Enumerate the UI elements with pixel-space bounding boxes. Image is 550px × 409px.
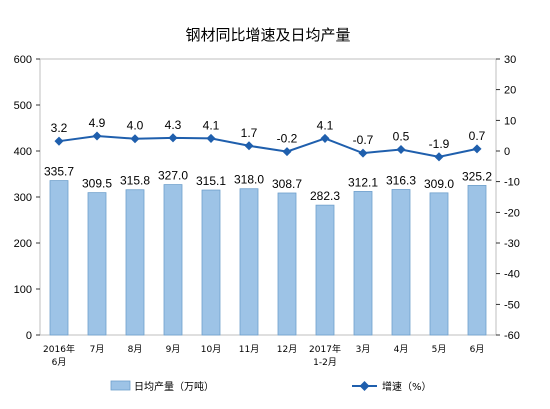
line-point xyxy=(396,144,406,154)
left-axis-tick-label: 100 xyxy=(14,284,32,296)
bar xyxy=(429,192,449,336)
line-data-label: 1.7 xyxy=(241,126,258,140)
x-axis-category-label: 11月 xyxy=(239,344,259,355)
line-point xyxy=(130,134,140,144)
bar-series xyxy=(49,180,487,336)
bar-data-label: 316.3 xyxy=(386,174,416,188)
right-axis-tick-label: 20 xyxy=(504,85,516,97)
bar-labels: 335.7 309.5 315.8 327.0 315.1 318.0 308.7 282.3… xyxy=(44,165,492,204)
line-point xyxy=(434,152,444,162)
right-axis: 30 20 10 0 -10 -20 -30 -40 -50 -60 xyxy=(496,54,520,342)
bar xyxy=(49,180,69,336)
right-axis-tick-label: -30 xyxy=(504,238,520,250)
line-point xyxy=(282,147,292,157)
bar xyxy=(315,204,335,336)
line-data-label: -0.2 xyxy=(277,132,298,146)
right-axis-tick-label: -60 xyxy=(504,330,520,342)
bar-data-label: 325.2 xyxy=(462,169,492,183)
line-data-label: -1.9 xyxy=(429,137,450,151)
line-data-label: 0.5 xyxy=(393,129,410,143)
bar-data-label: 282.3 xyxy=(310,189,340,203)
legend-swatch-bar xyxy=(110,380,131,391)
bar-data-label: 315.1 xyxy=(196,174,226,188)
right-axis-tick-label: -10 xyxy=(504,177,520,189)
x-axis-category-label: 3月 xyxy=(356,344,371,355)
bar xyxy=(163,184,183,336)
bar-data-label: 318.0 xyxy=(234,173,264,187)
x-axis-category-label: 1-2月 xyxy=(313,357,337,368)
right-axis-tick-label: 10 xyxy=(504,115,516,127)
line-data-label: 4.1 xyxy=(317,118,334,132)
line-data-label: 3.2 xyxy=(51,121,68,135)
bar-data-label: 335.7 xyxy=(44,165,74,179)
bar-data-label: 315.8 xyxy=(120,174,150,188)
x-axis: 2016年 6月 7月 8月 9月 10月 11月 12月 2017年 1-2月 3月 4月 5月 6月 xyxy=(43,343,484,368)
bar xyxy=(467,185,487,336)
line-data-label: -0.7 xyxy=(353,133,374,147)
bar-data-label: 312.1 xyxy=(348,175,378,189)
line-point xyxy=(168,133,178,143)
right-axis-tick-label: -20 xyxy=(504,207,520,219)
x-axis-category-label: 6月 xyxy=(52,357,67,368)
legend-label-line: 增速（%） xyxy=(382,380,432,393)
x-axis-category-label: 7月 xyxy=(90,344,105,355)
line-series xyxy=(54,131,482,162)
x-axis-category-label: 2017年 xyxy=(309,343,341,355)
bar xyxy=(353,191,373,336)
legend-swatch-marker xyxy=(359,381,370,391)
x-axis-category-label: 9月 xyxy=(166,344,181,355)
bar xyxy=(201,189,221,336)
right-axis-tick-label: -40 xyxy=(504,269,520,281)
line-data-label: 4.1 xyxy=(203,118,220,132)
bar xyxy=(87,192,107,336)
left-axis-tick-label: 400 xyxy=(14,146,32,158)
line-path xyxy=(58,134,478,158)
legend-label-bar: 日均产量（万吨） xyxy=(134,380,214,393)
left-axis-tick-label: 600 xyxy=(14,54,32,66)
x-axis-category-label: 10月 xyxy=(201,344,221,355)
x-axis-category-label: 12月 xyxy=(277,344,297,355)
chart-title: 钢材同比增速及日均产量 xyxy=(185,26,350,44)
line-point xyxy=(358,148,368,158)
x-axis-category-label: 2016年 xyxy=(43,343,75,355)
right-axis-tick-label: 0 xyxy=(504,146,510,158)
left-axis-tick-label: 0 xyxy=(26,330,32,342)
line-data-label: 0.7 xyxy=(469,129,486,143)
bar-data-label: 308.7 xyxy=(272,177,302,191)
left-axis: 0 100 200 300 400 500 600 xyxy=(14,54,40,342)
line-data-label: 4.9 xyxy=(89,116,106,130)
line-labels: 3.2 4.9 4.0 4.3 4.1 1.7 -0.2 4.1 -0.7 0.5 -1.9 0.7 xyxy=(51,116,486,151)
legend: 日均产量（万吨） 增速（%） xyxy=(110,380,432,393)
bar-data-label: 309.5 xyxy=(82,177,112,191)
x-axis-category-label: 6月 xyxy=(470,344,485,355)
line-data-label: 4.0 xyxy=(127,119,144,133)
line-point xyxy=(54,136,64,146)
bar-data-label: 327.0 xyxy=(158,169,188,183)
line-point xyxy=(320,133,330,143)
bar-data-label: 309.0 xyxy=(424,177,454,191)
line-point xyxy=(206,133,216,143)
right-axis-tick-label: 30 xyxy=(504,54,516,66)
x-axis-category-label: 8月 xyxy=(128,344,143,355)
bar xyxy=(125,189,145,336)
x-axis-category-label: 4月 xyxy=(394,344,409,355)
bar xyxy=(391,189,411,336)
left-axis-tick-label: 200 xyxy=(14,238,32,250)
line-point xyxy=(472,144,482,154)
line-point xyxy=(92,131,102,141)
left-axis-tick-label: 500 xyxy=(14,100,32,112)
right-axis-tick-label: -50 xyxy=(504,299,520,311)
line-data-label: 4.3 xyxy=(165,118,182,132)
plot-area xyxy=(39,58,497,336)
x-axis-category-label: 5月 xyxy=(432,344,447,355)
left-axis-tick-label: 300 xyxy=(14,192,32,204)
line-point xyxy=(244,141,254,151)
bar xyxy=(239,188,259,336)
bar xyxy=(277,192,297,336)
